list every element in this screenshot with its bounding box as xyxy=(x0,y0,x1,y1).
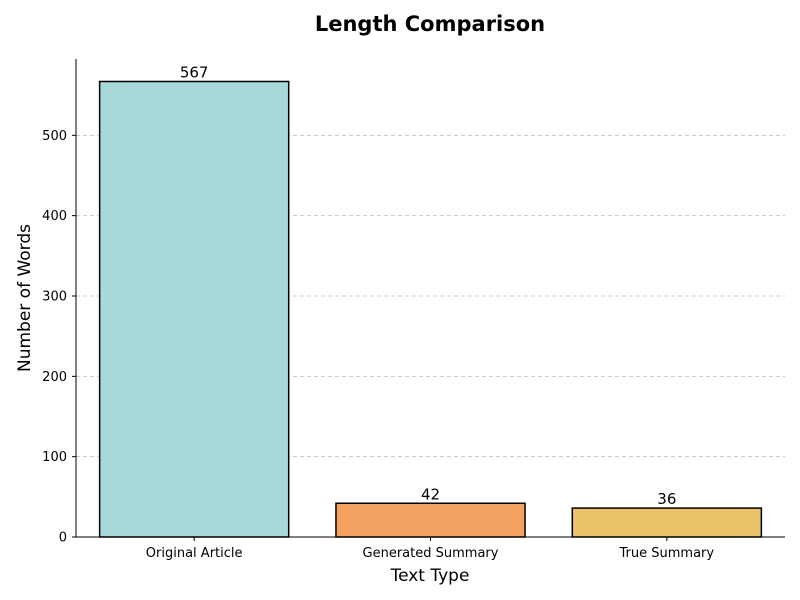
bars xyxy=(98,80,763,538)
y-tick-label: 500 xyxy=(42,129,67,144)
y-tick-label: 100 xyxy=(42,450,67,465)
bar-original-article xyxy=(98,80,290,538)
y-tick-label: 300 xyxy=(42,289,67,304)
chart-title: Length Comparison xyxy=(315,12,545,36)
y-axis-label: Number of Words xyxy=(15,224,35,372)
bar-true-summary xyxy=(571,507,763,538)
bar-generated-summary xyxy=(335,502,526,538)
x-tick-label: Original Article xyxy=(146,546,243,561)
bar-value-label: 42 xyxy=(421,485,440,503)
bar-value-label: 567 xyxy=(180,63,209,81)
y-gridlines xyxy=(76,134,785,458)
ticks: Original Article Generated Summary True Su… xyxy=(42,129,714,561)
bar-value-label: 36 xyxy=(657,490,676,508)
y-tick-label: 200 xyxy=(42,370,67,385)
bar-value-labels: 567 42 36 xyxy=(180,63,677,508)
x-tick-label: True Summary xyxy=(619,546,715,561)
x-axis-label: Text Type xyxy=(390,566,470,586)
x-tick-label: Generated Summary xyxy=(363,546,499,561)
y-tick-label: 0 xyxy=(59,531,67,546)
y-tick-label: 400 xyxy=(42,209,67,224)
